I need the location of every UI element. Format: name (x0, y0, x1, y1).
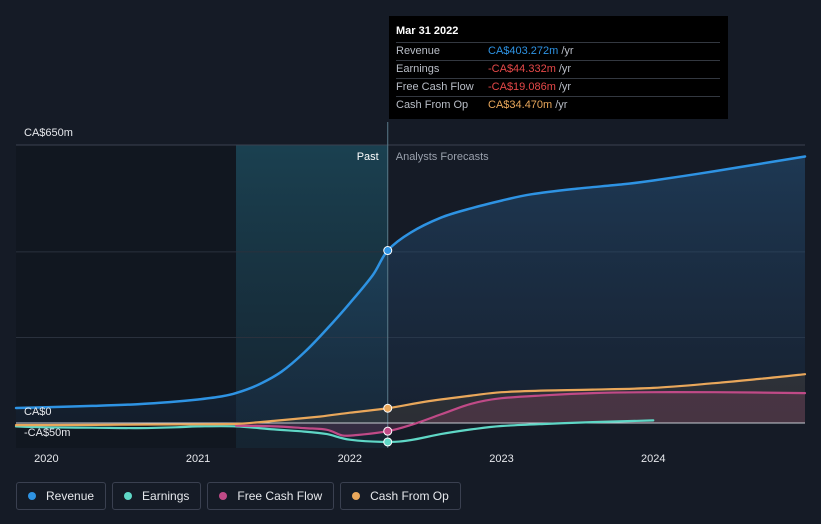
legend-dot-icon (352, 492, 361, 500)
legend: Revenue Earnings Free Cash Flow Cash Fro… (16, 482, 461, 510)
tooltip-value: -CA$44.332m (488, 63, 556, 75)
series-line-cash-from-op (14, 373, 807, 427)
x-tick-label: 2020 (34, 453, 58, 465)
y-tick-label-negative: -CA$50m (24, 427, 70, 439)
legend-item-cash-from-op[interactable]: Cash From Op (340, 482, 461, 510)
tooltip-value: CA$34.470m (488, 99, 553, 111)
tooltip-value: CA$403.272m (488, 45, 559, 57)
legend-label: Earnings (142, 489, 190, 503)
highlight-point-earnings (383, 437, 393, 447)
x-tick-label: 2024 (641, 453, 665, 465)
tooltip-label: Cash From Op (396, 99, 469, 111)
tooltip-label: Revenue (396, 45, 441, 57)
tooltip-row-cash-from-op: Cash From Op CA$34.470m /yr (396, 96, 720, 114)
tooltip-row-revenue: Revenue CA$403.272m /yr (396, 42, 720, 60)
legend-label: Free Cash Flow (237, 489, 323, 503)
tooltip-unit: /yr (558, 63, 572, 75)
highlight-point-cash-from-op (383, 403, 393, 413)
highlight-point-free-cash-flow (383, 426, 393, 436)
tooltip-row-earnings: Earnings -CA$44.332m /yr (396, 60, 720, 78)
tooltip: Mar 31 2022 Revenue CA$403.272m /yr Earn… (389, 16, 728, 119)
x-axis-ticks: 2020 2021 2022 2023 2024 (34, 453, 665, 465)
series-fill-revenue (16, 156, 805, 423)
series-fill-free-cash-flow (236, 392, 805, 436)
legend-item-earnings[interactable]: Earnings (112, 482, 202, 510)
legend-dot-icon (28, 492, 36, 500)
highlight-markers (383, 246, 393, 447)
legend-dot-icon (124, 492, 133, 500)
pre-period-background (16, 145, 237, 448)
series-fill-cash-from-op (16, 374, 805, 426)
tooltip-unit: /yr (558, 81, 572, 93)
series-line-revenue (14, 155, 807, 410)
past-region-label: Past (357, 151, 379, 163)
series-line-earnings (14, 419, 655, 444)
forecast-region-label: Analysts Forecasts (396, 151, 489, 163)
tooltip-unit: /yr (555, 99, 568, 111)
tooltip-label: Free Cash Flow (396, 81, 474, 93)
series-lines (14, 155, 807, 444)
x-tick-label: 2021 (186, 453, 210, 465)
series-line-free-cash-flow (234, 391, 807, 437)
legend-dot-icon (219, 492, 228, 500)
legend-label: Revenue (46, 489, 95, 503)
legend-item-revenue[interactable]: Revenue (16, 482, 107, 510)
series-fills (16, 156, 805, 436)
legend-label: Cash From Op (370, 489, 449, 503)
y-tick-label-zero: CA$0 (24, 406, 52, 418)
x-tick-label: 2022 (338, 453, 362, 465)
tooltip-unit: /yr (561, 45, 574, 57)
tooltip-row-free-cash-flow: Free Cash Flow -CA$19.086m /yr (396, 78, 720, 96)
tooltip-label: Earnings (396, 63, 440, 75)
tooltip-value: -CA$19.086m (488, 81, 556, 93)
legend-item-free-cash-flow[interactable]: Free Cash Flow (207, 482, 335, 510)
y-tick-label-top: CA$650m (24, 127, 73, 139)
x-tick-label: 2023 (489, 453, 513, 465)
highlight-point-revenue (383, 246, 393, 256)
tooltip-date: Mar 31 2022 (396, 25, 459, 37)
